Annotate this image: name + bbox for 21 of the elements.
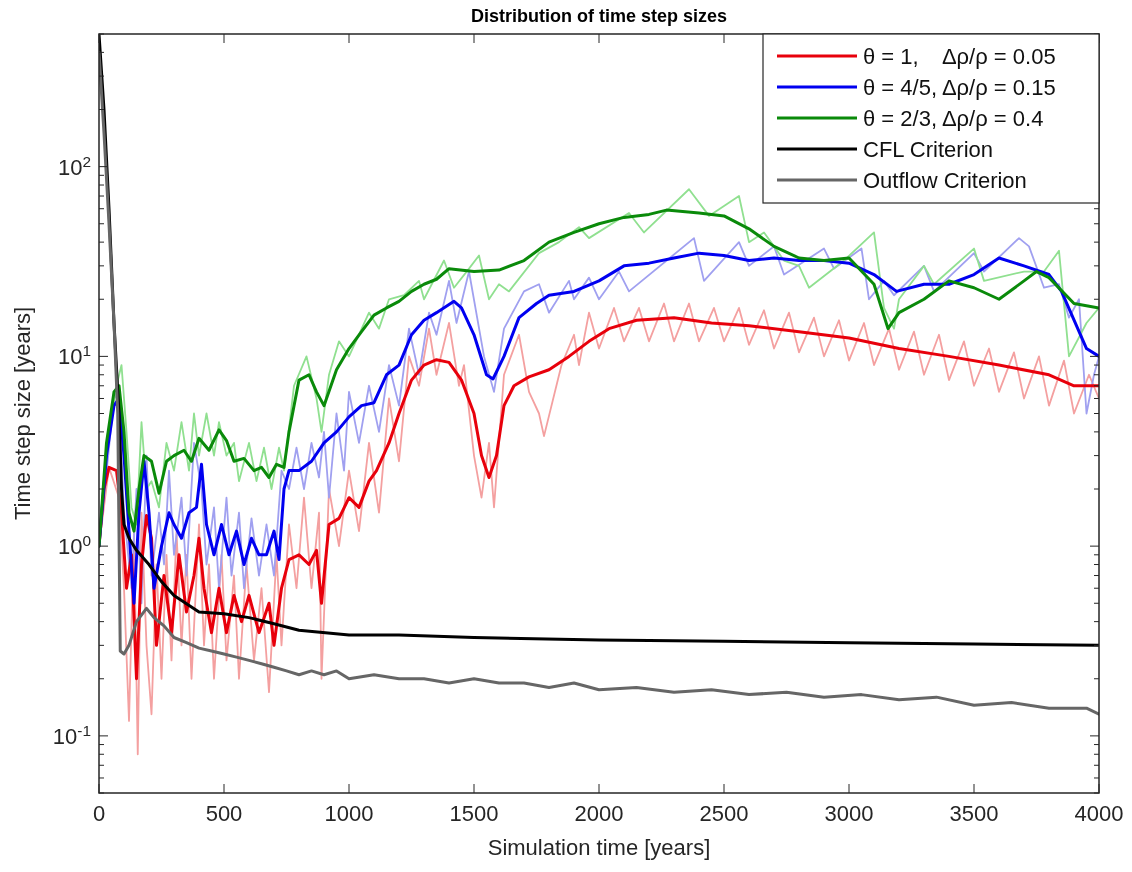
x-tick-label: 3500: [949, 801, 999, 826]
legend-label: θ = 4/5, Δρ/ρ = 0.15: [863, 75, 1056, 100]
y-tick-label: 10$^{1}$: [57, 341, 91, 370]
legend-label: θ = 1, Δρ/ρ = 0.05: [863, 44, 1056, 69]
y-tick-label: 10$^{-1}$: [52, 721, 91, 749]
x-tick-label: 1000: [324, 801, 374, 826]
y-axis-title: Time step size [years]: [10, 306, 35, 521]
x-tick-label: 2500: [699, 801, 749, 826]
legend-label: Outflow Criterion: [863, 168, 1027, 193]
x-tick-label: 500: [205, 801, 243, 826]
x-axis-title: Simulation time [years]: [487, 835, 711, 860]
legend-label: θ = 2/3, Δρ/ρ = 0.4: [863, 106, 1044, 131]
x-tick-label: 3000: [824, 801, 874, 826]
x-tick-label: 4000: [1074, 801, 1124, 826]
y-tick-label: 10$^{0}$: [57, 531, 91, 560]
x-tick-label: 0: [92, 801, 106, 826]
y-tick-label: 10$^{2}$: [57, 152, 91, 180]
chart-title: Distribution of time step sizes: [470, 6, 728, 26]
x-tick-label: 1500: [449, 801, 499, 826]
x-tick-label: 2000: [574, 801, 624, 826]
legend-label: CFL Criterion: [863, 137, 993, 162]
